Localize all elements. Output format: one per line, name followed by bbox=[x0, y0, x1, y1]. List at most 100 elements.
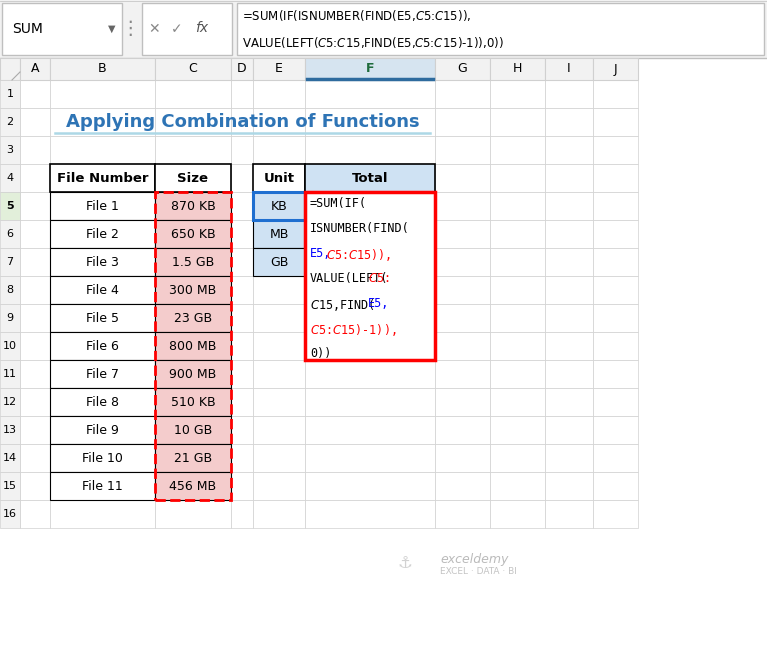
Bar bbox=[50, 192, 155, 220]
Bar bbox=[253, 136, 305, 164]
Bar bbox=[155, 304, 231, 332]
Bar bbox=[155, 58, 231, 80]
Bar bbox=[435, 276, 490, 304]
Text: E5,: E5, bbox=[368, 297, 390, 310]
Text: ⋮: ⋮ bbox=[120, 19, 140, 38]
Bar bbox=[593, 500, 638, 528]
Text: D: D bbox=[237, 62, 247, 76]
Bar bbox=[490, 108, 545, 136]
Bar bbox=[231, 276, 253, 304]
Bar bbox=[593, 360, 638, 388]
Bar bbox=[231, 360, 253, 388]
Bar bbox=[20, 304, 50, 332]
Bar bbox=[435, 136, 490, 164]
Bar bbox=[50, 276, 155, 304]
Bar bbox=[155, 136, 231, 164]
Bar bbox=[435, 164, 490, 192]
Bar bbox=[0, 192, 20, 220]
Bar bbox=[253, 304, 305, 332]
Bar bbox=[545, 332, 593, 360]
Bar bbox=[155, 416, 231, 444]
Text: 21 GB: 21 GB bbox=[174, 452, 212, 465]
Bar bbox=[305, 472, 435, 500]
Bar bbox=[50, 444, 155, 472]
Bar bbox=[545, 444, 593, 472]
Bar bbox=[20, 192, 50, 220]
Bar bbox=[50, 80, 155, 108]
Bar bbox=[155, 276, 231, 304]
Bar bbox=[20, 136, 50, 164]
Bar bbox=[0, 220, 20, 248]
Text: 11: 11 bbox=[3, 369, 17, 379]
Bar bbox=[593, 416, 638, 444]
Bar bbox=[0, 332, 20, 360]
Text: 8: 8 bbox=[6, 285, 14, 295]
Bar bbox=[490, 192, 545, 220]
Bar bbox=[0, 416, 20, 444]
Bar bbox=[0, 360, 20, 388]
Text: File 9: File 9 bbox=[86, 424, 119, 437]
Text: Total: Total bbox=[352, 172, 388, 185]
Text: EXCEL · DATA · BI: EXCEL · DATA · BI bbox=[440, 568, 517, 577]
Bar bbox=[593, 58, 638, 80]
Bar bbox=[593, 472, 638, 500]
Bar bbox=[50, 220, 155, 248]
Text: $C$15,FIND(: $C$15,FIND( bbox=[310, 297, 375, 313]
Text: File 10: File 10 bbox=[82, 452, 123, 465]
Text: Applying Combination of Functions: Applying Combination of Functions bbox=[66, 113, 420, 131]
Text: 900 MB: 900 MB bbox=[170, 367, 216, 380]
Bar bbox=[50, 388, 155, 416]
Bar bbox=[435, 304, 490, 332]
Bar bbox=[253, 192, 305, 220]
Bar bbox=[490, 220, 545, 248]
Bar bbox=[0, 388, 20, 416]
Bar bbox=[0, 304, 20, 332]
Text: VALUE(LEFT(: VALUE(LEFT( bbox=[310, 272, 388, 285]
Bar bbox=[155, 248, 231, 276]
Text: 13: 13 bbox=[3, 425, 17, 435]
Bar bbox=[305, 164, 435, 192]
Bar bbox=[50, 248, 155, 276]
Text: 1.5 GB: 1.5 GB bbox=[172, 255, 214, 268]
Text: =SUM(IF(ISNUMBER(FIND(E5,$C$5:$C$15)),: =SUM(IF(ISNUMBER(FIND(E5,$C$5:$C$15)), bbox=[242, 8, 471, 23]
Bar bbox=[545, 164, 593, 192]
Text: $C$5:: $C$5: bbox=[368, 272, 390, 285]
Bar bbox=[231, 332, 253, 360]
Bar bbox=[50, 192, 155, 220]
Text: E: E bbox=[275, 62, 283, 76]
Bar bbox=[231, 192, 253, 220]
Bar bbox=[50, 248, 155, 276]
Bar bbox=[593, 276, 638, 304]
Bar bbox=[545, 108, 593, 136]
Bar bbox=[50, 500, 155, 528]
Bar bbox=[490, 276, 545, 304]
Bar bbox=[593, 248, 638, 276]
Bar bbox=[231, 220, 253, 248]
Bar bbox=[253, 220, 305, 248]
Text: 9: 9 bbox=[6, 313, 14, 323]
Text: File Number: File Number bbox=[57, 172, 148, 185]
Bar bbox=[155, 472, 231, 500]
Bar bbox=[490, 80, 545, 108]
Bar bbox=[435, 500, 490, 528]
Text: File 8: File 8 bbox=[86, 395, 119, 408]
Text: 0)): 0)) bbox=[310, 347, 331, 360]
Bar bbox=[50, 164, 155, 192]
Bar bbox=[237, 3, 764, 55]
Text: 1: 1 bbox=[6, 89, 14, 99]
Bar bbox=[50, 472, 155, 500]
Bar bbox=[231, 472, 253, 500]
Bar bbox=[490, 388, 545, 416]
Bar bbox=[0, 58, 20, 80]
Text: File 7: File 7 bbox=[86, 367, 119, 380]
Bar bbox=[593, 220, 638, 248]
Bar bbox=[305, 304, 435, 332]
Bar bbox=[305, 416, 435, 444]
Text: 12: 12 bbox=[3, 397, 17, 407]
Bar bbox=[20, 58, 50, 80]
Bar bbox=[253, 164, 305, 192]
Bar bbox=[155, 80, 231, 108]
Bar bbox=[155, 220, 231, 248]
Bar bbox=[545, 220, 593, 248]
Text: F: F bbox=[366, 62, 374, 76]
